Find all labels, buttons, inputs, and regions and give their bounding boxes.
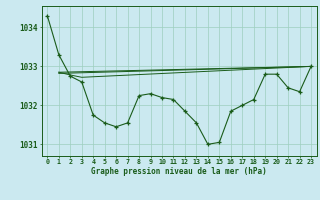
X-axis label: Graphe pression niveau de la mer (hPa): Graphe pression niveau de la mer (hPa) (91, 167, 267, 176)
